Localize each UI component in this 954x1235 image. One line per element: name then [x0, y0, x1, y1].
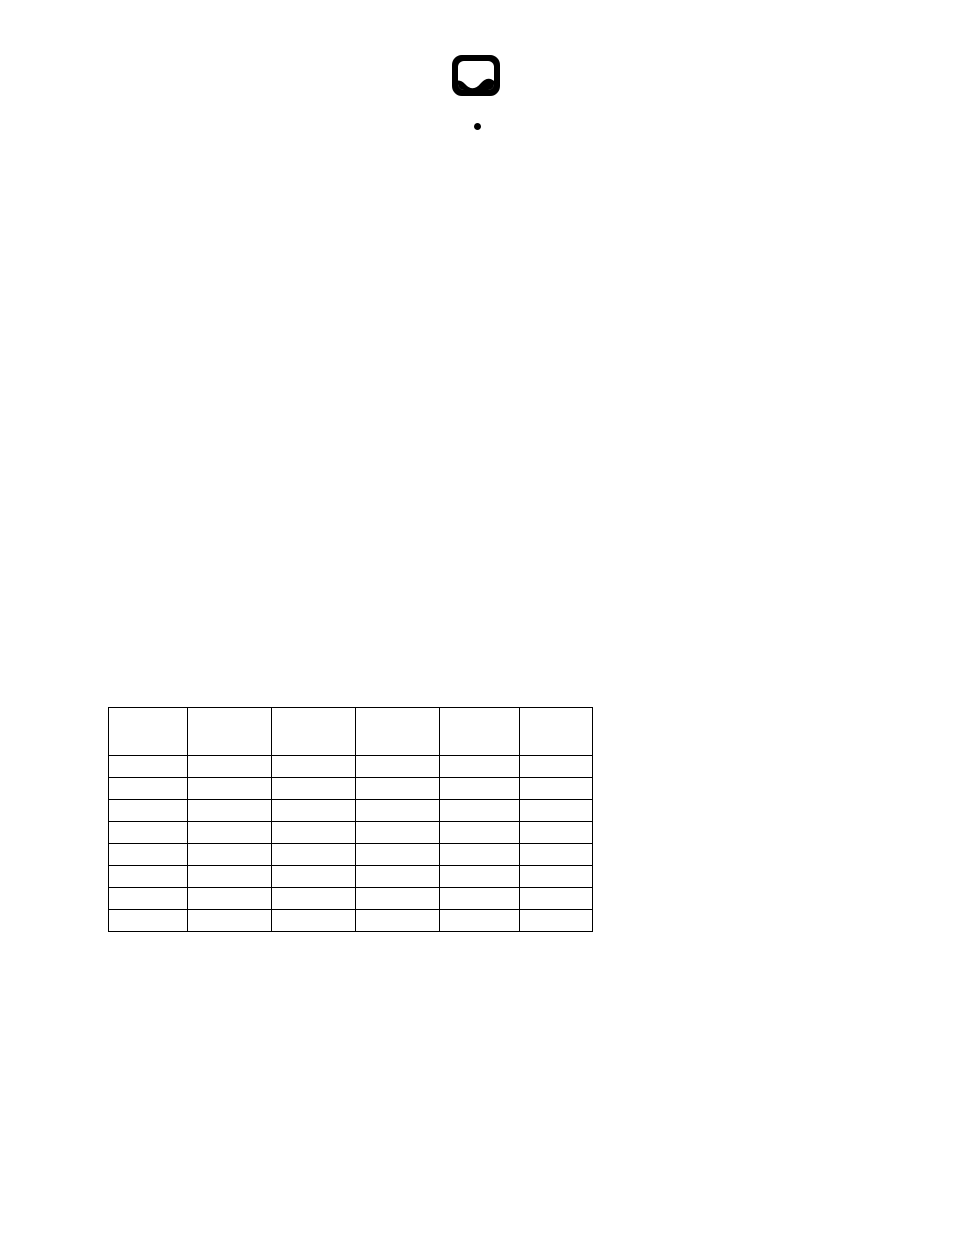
- table-cell: [356, 822, 440, 844]
- table-cell: [272, 800, 356, 822]
- table-row: [109, 822, 593, 844]
- table-cell: [356, 888, 440, 910]
- table-cell: [188, 866, 272, 888]
- table-cell: [520, 822, 593, 844]
- table-cell: [520, 778, 593, 800]
- table-cell: [109, 844, 188, 866]
- table-row: [109, 910, 593, 932]
- bullet-dot: [474, 123, 481, 130]
- table-cell: [356, 778, 440, 800]
- table-cell: [188, 822, 272, 844]
- table-cell: [272, 866, 356, 888]
- table-header-cell: [109, 708, 188, 756]
- table-cell: [109, 888, 188, 910]
- table-cell: [272, 778, 356, 800]
- table-cell: [272, 822, 356, 844]
- table-cell: [440, 800, 520, 822]
- table-row: [109, 844, 593, 866]
- data-table: [108, 707, 593, 932]
- wave-logo-icon: [452, 55, 500, 96]
- table-header-cell: [520, 708, 593, 756]
- table-header-cell: [356, 708, 440, 756]
- table-header-cell: [272, 708, 356, 756]
- table-cell: [356, 910, 440, 932]
- table-cell: [356, 844, 440, 866]
- table-cell: [272, 910, 356, 932]
- document-page: [0, 0, 954, 1235]
- table-cell: [356, 800, 440, 822]
- table-cell: [440, 888, 520, 910]
- table-cell: [188, 888, 272, 910]
- table-cell: [356, 866, 440, 888]
- table-cell: [109, 778, 188, 800]
- table-cell: [440, 778, 520, 800]
- table-cell: [109, 910, 188, 932]
- table-cell: [188, 778, 272, 800]
- table-cell: [188, 800, 272, 822]
- table-cell: [188, 756, 272, 778]
- table-row: [109, 778, 593, 800]
- table-cell: [520, 888, 593, 910]
- table-cell: [188, 910, 272, 932]
- wave-shape: [458, 71, 494, 90]
- table-cell: [440, 844, 520, 866]
- table-cell: [109, 800, 188, 822]
- table-cell: [520, 910, 593, 932]
- table-cell: [109, 756, 188, 778]
- table-cell: [440, 866, 520, 888]
- table-header-cell: [440, 708, 520, 756]
- table-row: [109, 756, 593, 778]
- table-row: [109, 800, 593, 822]
- table-cell: [520, 756, 593, 778]
- table-cell: [188, 844, 272, 866]
- table-cell: [272, 756, 356, 778]
- table-cell: [109, 866, 188, 888]
- table-row: [109, 888, 593, 910]
- table-header-row: [109, 708, 593, 756]
- table-cell: [272, 844, 356, 866]
- table-cell: [109, 822, 188, 844]
- table-cell: [356, 756, 440, 778]
- table-cell: [520, 844, 593, 866]
- table-cell: [440, 822, 520, 844]
- table-cell: [520, 866, 593, 888]
- table-cell: [440, 910, 520, 932]
- table-row: [109, 866, 593, 888]
- table-cell: [440, 756, 520, 778]
- table-cell: [520, 800, 593, 822]
- table-cell: [272, 888, 356, 910]
- table-header-cell: [188, 708, 272, 756]
